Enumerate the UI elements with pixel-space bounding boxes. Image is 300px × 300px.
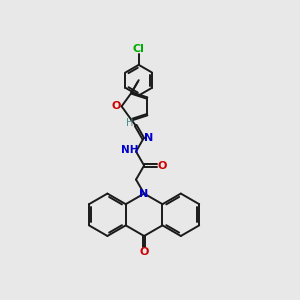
Text: N: N <box>140 189 149 199</box>
Text: O: O <box>112 101 121 111</box>
Text: O: O <box>140 248 149 257</box>
Text: NH: NH <box>121 145 138 155</box>
Text: N: N <box>144 133 153 142</box>
Text: O: O <box>158 160 167 170</box>
Text: Cl: Cl <box>133 44 145 54</box>
Text: H: H <box>126 118 133 128</box>
